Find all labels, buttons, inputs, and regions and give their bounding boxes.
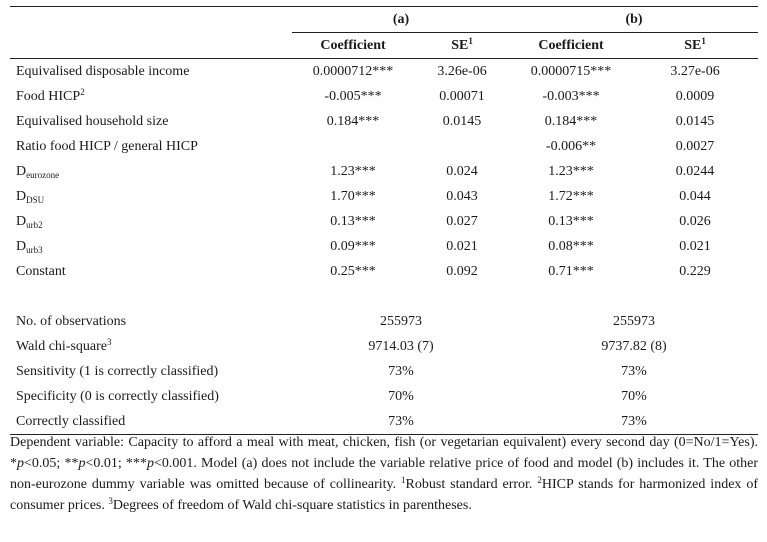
coef-b: 0.13*** [548, 214, 594, 229]
coef-a: 0.25*** [330, 264, 376, 279]
se-a: 0.027 [446, 214, 478, 229]
se-a: 0.021 [446, 239, 478, 254]
se-a [414, 134, 510, 159]
se-a: 0.024 [446, 164, 478, 179]
se-a: 0.043 [446, 189, 478, 204]
se-b: 0.044 [679, 189, 711, 204]
se-b: 0.0009 [675, 89, 715, 104]
coef-a [292, 134, 414, 159]
row-label: Constant [16, 264, 66, 279]
table-row: Constant 0.25*** 0.092 0.71*** 0.229 [10, 259, 758, 284]
coef-a: 0.13*** [330, 214, 376, 229]
stat-b: 70% [621, 389, 647, 404]
spacer-row [10, 284, 758, 309]
coef-b: 1.72*** [548, 189, 594, 204]
se-b: 0.0145 [675, 114, 715, 129]
stats-row: Wald chi-square3 9714.03 (7) 9737.82 (8) [10, 334, 758, 359]
stat-a: 73% [388, 364, 414, 379]
row-label: Durb2 [16, 214, 43, 230]
stat-label: No. of observations [16, 314, 127, 329]
se-b: 0.229 [679, 264, 711, 279]
stat-label: Sensitivity (1 is correctly classified) [16, 364, 219, 379]
stat-a: 255973 [380, 314, 422, 329]
coef-a: 0.184*** [326, 114, 380, 129]
row-label: Deurozone [16, 164, 60, 180]
se-header-b: SE1 [632, 32, 759, 59]
row-label: Food HICP2 [16, 87, 85, 105]
stat-b: 73% [510, 409, 759, 435]
row-label: Durb3 [16, 239, 43, 255]
table-row: DDSU 1.70*** 0.043 1.72*** 0.044 [10, 184, 758, 209]
table-row: Durb2 0.13*** 0.027 0.13*** 0.026 [10, 209, 758, 234]
coef-a: 1.23*** [330, 164, 376, 179]
coef-a: -0.005*** [324, 89, 382, 104]
model-a-label: (a) [292, 6, 511, 33]
se-b: 3.27e-06 [670, 64, 720, 79]
row-label: DDSU [16, 189, 45, 205]
coef-b: -0.003*** [542, 89, 600, 104]
table-footnote: Dependent variable: Capacity to afford a… [10, 435, 758, 513]
stat-label: Correctly classified [10, 409, 292, 435]
se-b: 0.0244 [675, 164, 715, 179]
se-b: 0.026 [679, 214, 711, 229]
se-a: 0.0145 [442, 114, 482, 129]
se-a: 0.092 [446, 264, 478, 279]
stats-row: Specificity (0 is correctly classified) … [10, 384, 758, 409]
stats-row: Correctly classified 73% 73% [10, 409, 759, 435]
model-b-label: (b) [510, 6, 759, 33]
coef-b: 0.71*** [548, 264, 594, 279]
coef-b: 1.23*** [548, 164, 594, 179]
header-empty-2 [10, 32, 292, 59]
stat-b: 9737.82 (8) [601, 339, 667, 354]
stat-a: 9714.03 (7) [368, 339, 434, 354]
row-label: Ratio food HICP / general HICP [16, 139, 198, 154]
row-label: Equivalised disposable income [16, 64, 190, 79]
coef-a: 0.09*** [330, 239, 376, 254]
table-row: Equivalised household size 0.184*** 0.01… [10, 109, 758, 134]
coef-header-a: Coefficient [292, 32, 414, 59]
stat-a: 70% [388, 389, 414, 404]
model-header-row: (a) (b) [10, 6, 759, 33]
table-row: Equivalised disposable income 0.0000712*… [10, 59, 758, 85]
regression-table: (a) (b) Coefficient SE1 Coefficient SE1 … [10, 6, 759, 435]
se-b: 0.021 [679, 239, 711, 254]
coef-b: 0.08*** [548, 239, 594, 254]
coef-b: -0.006** [545, 139, 597, 154]
stat-b: 255973 [613, 314, 656, 329]
coef-b: 0.0000715*** [530, 64, 612, 79]
se-a: 3.26e-06 [437, 64, 487, 79]
coef-a: 1.70*** [330, 189, 376, 204]
coef-b: 0.184*** [544, 114, 598, 129]
se-b: 0.0027 [675, 139, 715, 154]
header-empty [10, 6, 292, 33]
stat-b: 73% [621, 364, 647, 379]
table-row: Food HICP2 -0.005*** 0.00071 -0.003*** 0… [10, 84, 758, 109]
table-row: Deurozone 1.23*** 0.024 1.23*** 0.0244 [10, 159, 758, 184]
stat-label: Wald chi-square3 [16, 337, 112, 355]
stats-row: No. of observations 255973 255973 [10, 309, 758, 334]
column-header-row: Coefficient SE1 Coefficient SE1 [10, 32, 759, 59]
table-row: Ratio food HICP / general HICP -0.006** … [10, 134, 758, 159]
table-row: Durb3 0.09*** 0.021 0.08*** 0.021 [10, 234, 758, 259]
stats-row: Sensitivity (1 is correctly classified) … [10, 359, 758, 384]
stat-a: 73% [292, 409, 511, 435]
row-label: Equivalised household size [16, 114, 169, 129]
se-header-a: SE1 [414, 32, 511, 59]
coef-a: 0.0000712*** [312, 64, 394, 79]
se-a: 0.00071 [439, 89, 485, 104]
stat-label: Specificity (0 is correctly classified) [16, 389, 219, 404]
coef-header-b: Coefficient [510, 32, 633, 59]
